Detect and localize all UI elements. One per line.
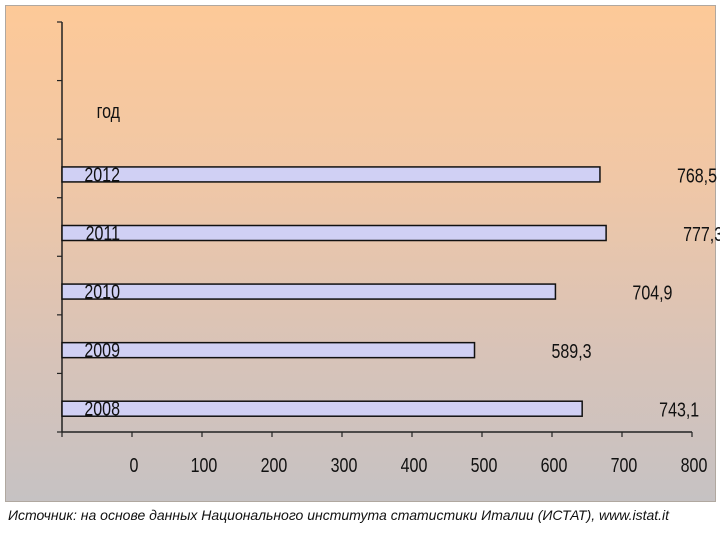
data-label-2008: 743,1 — [659, 399, 699, 421]
x-tick-label: 400 — [401, 454, 428, 476]
x-tick-label: 0 — [130, 454, 139, 476]
data-label-2010: 704,9 — [632, 282, 672, 304]
bar-2011 — [61, 224, 607, 242]
x-tick-label: 600 — [541, 454, 568, 476]
bars — [61, 166, 607, 417]
x-tick-label: 100 — [191, 454, 218, 476]
bar-2009 — [61, 341, 476, 359]
labels: 01002003004005006007008009002008743,1200… — [84, 100, 720, 476]
x-tick-label: 300 — [331, 454, 358, 476]
bar-2012 — [61, 166, 601, 183]
data-label-2011: 777,3 — [683, 223, 720, 245]
bar-2008 — [61, 400, 583, 417]
x-tick-label: 500 — [471, 454, 498, 476]
x-tick-label: 200 — [261, 454, 288, 476]
source-note: Источник: на основе данных Национального… — [8, 507, 670, 523]
y-tick-label-2012: 2012 — [84, 164, 120, 186]
bar-chart: 01002003004005006007008009002008743,1200… — [57, 21, 720, 476]
bar-2010 — [61, 283, 557, 300]
chart-panel — [5, 5, 716, 502]
y-tick-label-2011: 2011 — [86, 222, 120, 244]
y-tick-label-2009: 2009 — [84, 339, 120, 361]
y-tick-label-2008: 2008 — [84, 398, 120, 420]
x-tick-label: 700 — [611, 454, 638, 476]
data-label-2009: 589,3 — [552, 340, 592, 362]
data-label-2012: 768,5 — [677, 165, 717, 187]
x-tick-label: 800 — [681, 454, 708, 476]
y-tick-label-2010: 2010 — [84, 281, 120, 303]
y-axis-title: год — [97, 100, 121, 122]
